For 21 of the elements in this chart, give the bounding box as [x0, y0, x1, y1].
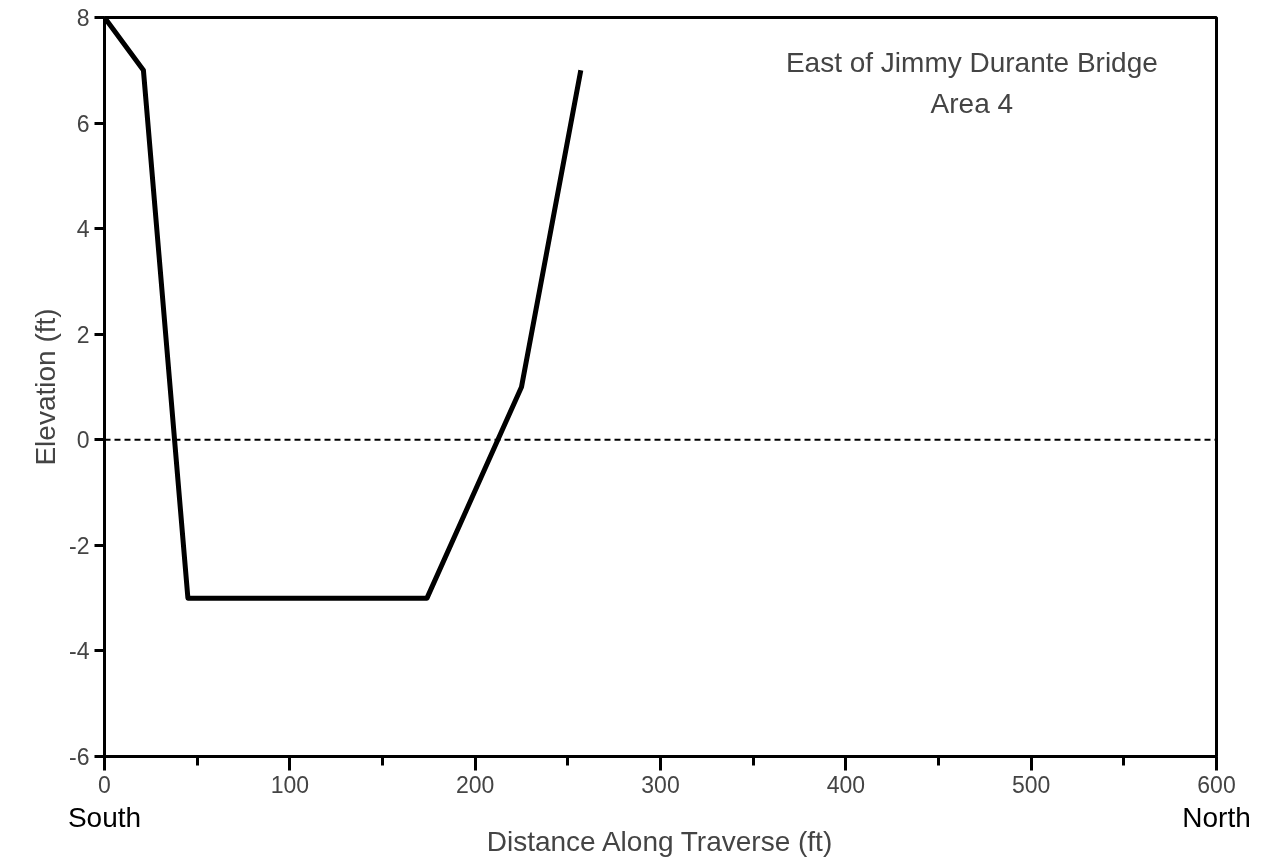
text: South [67, 801, 142, 833]
x-tick-label: 500 [1011, 771, 1051, 798]
y-tick-label: 4 [76, 216, 90, 243]
text: East of Jimmy Durante Bridge [785, 47, 1158, 79]
x-tick-label: 0 [98, 771, 111, 798]
y-axis-title: Elevation (ft) [30, 308, 62, 466]
y-tick-label: 2 [76, 321, 90, 348]
x-axis-title: Distance Along Traverse (ft) [486, 825, 833, 857]
y-tick-label: -2 [69, 532, 90, 559]
x-tick-label: 200 [455, 771, 495, 798]
x-tick-label: 600 [1197, 771, 1236, 798]
y-tick-label: -4 [69, 638, 90, 665]
y-tick-label: 6 [76, 110, 90, 137]
text: North [1182, 801, 1251, 833]
y-tick-label: 8 [76, 5, 90, 31]
text: Area 4 [930, 87, 1014, 119]
x-tick-label: 400 [826, 771, 866, 798]
y-tick-label: 0 [76, 427, 90, 454]
x-tick-label: 300 [641, 771, 680, 798]
x-tick-label: 100 [270, 771, 310, 798]
y-tick-label: -6 [69, 744, 90, 770]
